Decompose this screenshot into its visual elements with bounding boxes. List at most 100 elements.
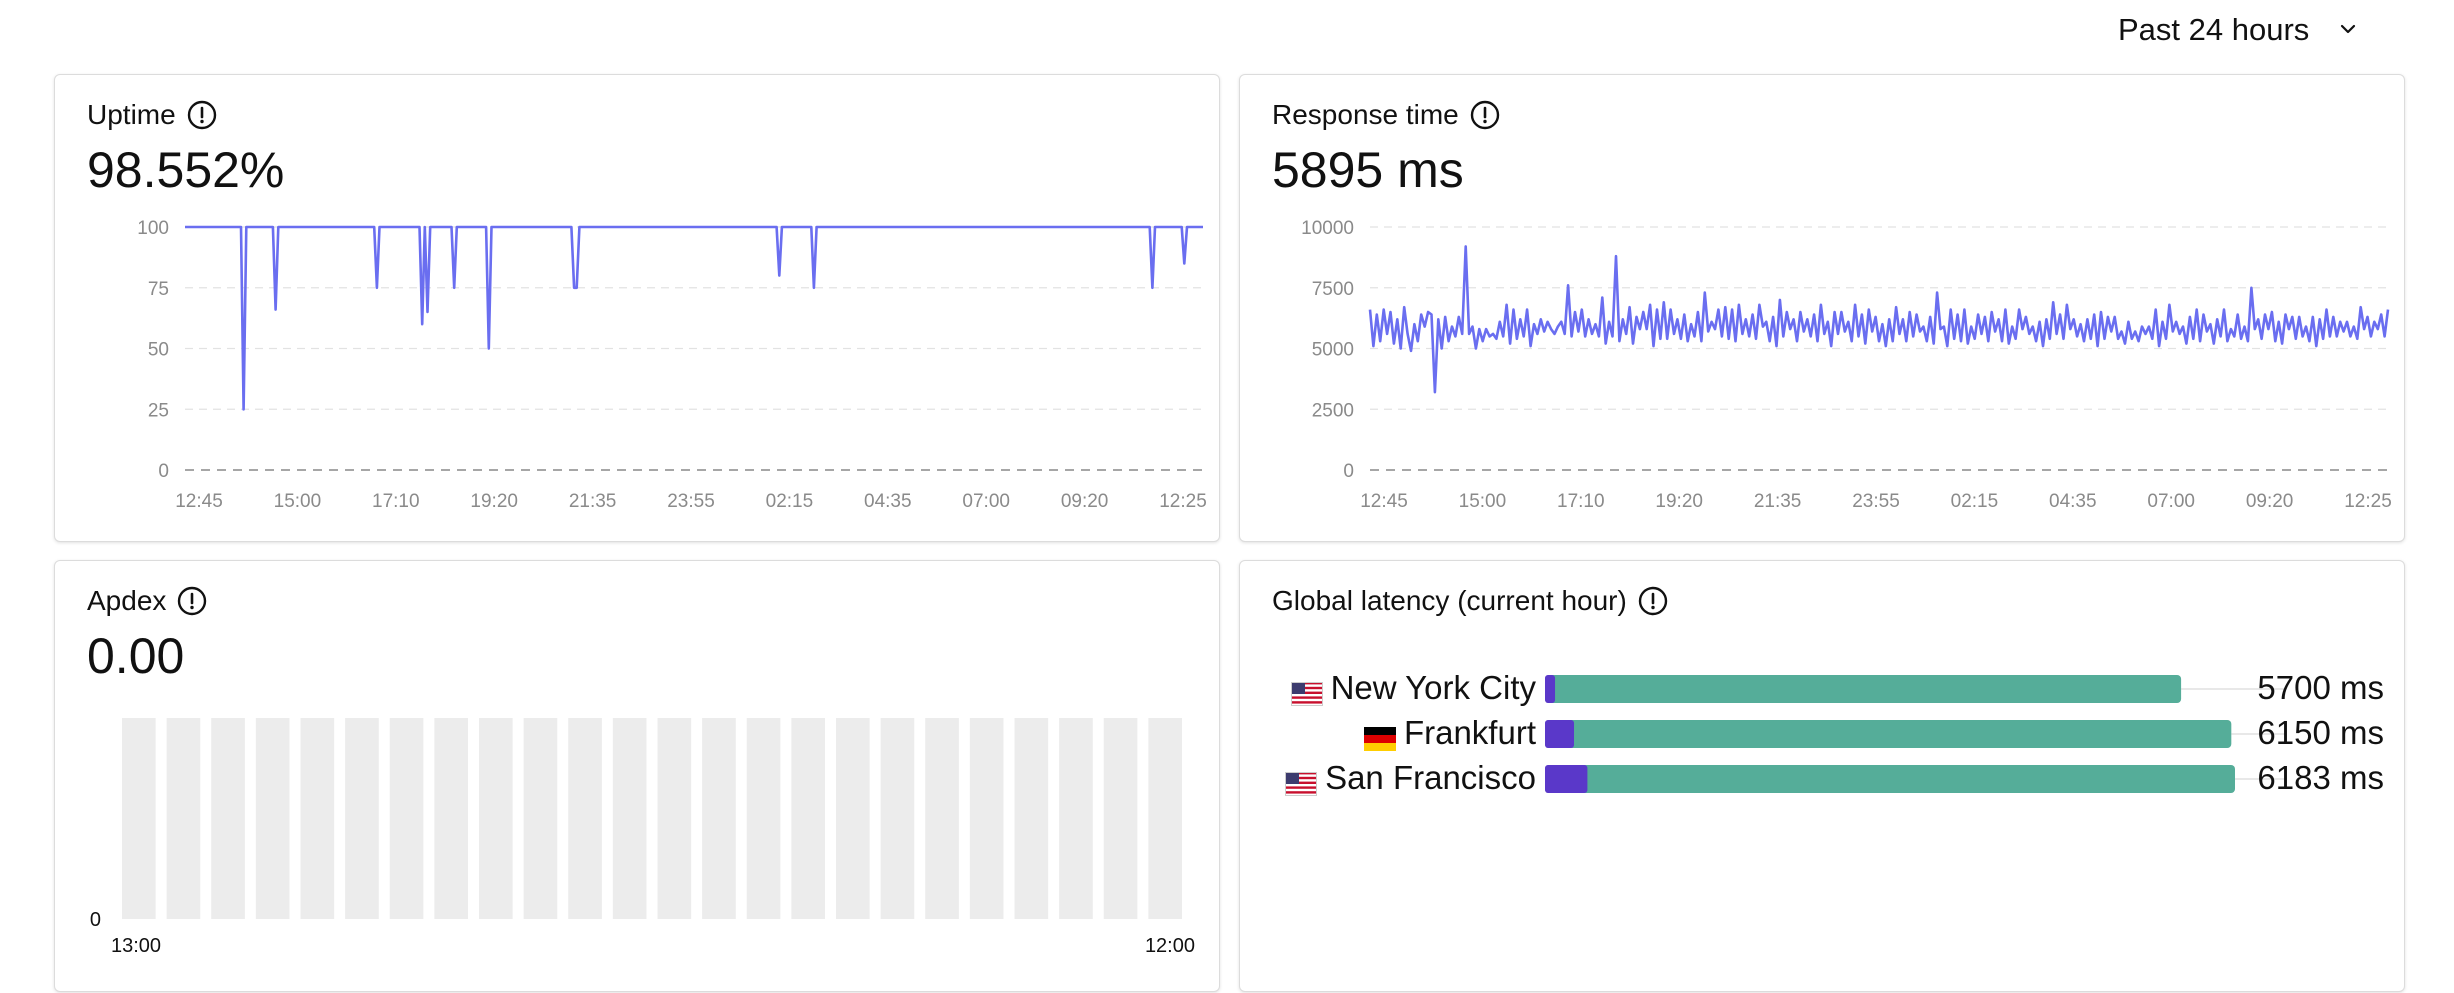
x-tick-label: 15:00 — [1459, 491, 1507, 512]
info-icon[interactable] — [1637, 585, 1669, 617]
latency-row: San Francisco 6183 ms — [1240, 759, 2406, 799]
x-tick-label: 17:10 — [1557, 491, 1605, 512]
apdex-bar — [479, 718, 513, 919]
latency-total-segment — [1545, 675, 2182, 703]
apdex-bar — [657, 718, 692, 919]
latency-row: Frankfurt 6150 ms — [1240, 714, 2406, 754]
x-tick-label: 02:15 — [1951, 491, 1999, 512]
latency-bar — [1545, 765, 2285, 793]
response-time-title-text: Response time — [1272, 99, 1459, 130]
latency-location: San Francisco — [1285, 759, 1536, 797]
apdex-bar — [702, 718, 736, 919]
uptime-title-text: Uptime — [87, 99, 176, 130]
apdex-bar — [389, 718, 424, 919]
response-time-card: Response time 5895 ms 10000 7500 5000 2500 0… — [1239, 74, 2405, 542]
apdex-bar — [345, 718, 379, 919]
latency-value: 6150 ms — [2257, 714, 2384, 751]
info-icon[interactable] — [186, 99, 218, 131]
x-tick-label: 23:55 — [1852, 491, 1900, 512]
city-name: Frankfurt — [1403, 714, 1536, 751]
latency-dns-segment — [1545, 765, 1588, 793]
apdex-bar — [1059, 718, 1093, 919]
x-tick-label: 19:20 — [470, 491, 518, 512]
uptime-value: 98.552% — [87, 142, 285, 198]
global-latency-title-text: Global latency (current hour) — [1272, 585, 1627, 616]
info-icon[interactable] — [176, 585, 208, 617]
us-flag-icon — [1290, 676, 1323, 706]
x-tick-label: 09:20 — [2246, 491, 2294, 512]
time-range-dropdown[interactable]: Past 24 hours — [2118, 12, 2359, 48]
x-tick-label: 12:25 — [2344, 491, 2392, 512]
latency-total-segment — [1545, 720, 2232, 748]
global-latency-card: Global latency (current hour) New York C… — [1239, 560, 2405, 992]
x-tick-label: 19:20 — [1655, 491, 1703, 512]
x-tick-label: 12:45 — [175, 491, 223, 512]
x-tick-label: 13:00 — [111, 935, 161, 957]
y-tick-label: 0 — [158, 461, 169, 482]
city-name: New York City — [1330, 669, 1536, 706]
y-tick-label: 0 — [1343, 461, 1354, 482]
x-tick-label: 21:35 — [569, 491, 617, 512]
global-latency-title: Global latency (current hour) — [1272, 585, 1669, 617]
apdex-bar — [612, 718, 647, 919]
y-tick-label: 2500 — [1312, 400, 1354, 421]
apdex-title-text: Apdex — [87, 585, 167, 616]
latency-value: 5700 ms — [2257, 669, 2384, 706]
uptime-chart: 100 75 50 25 0 12:45 15:00 17:10 19:20 21:35 23:55… — [137, 218, 1207, 512]
apdex-bar — [122, 718, 156, 919]
latency-location: New York City — [1290, 669, 1536, 707]
apdex-bar — [300, 718, 335, 919]
y-tick-label: 50 — [148, 340, 169, 361]
response-time-title: Response time — [1272, 99, 1501, 131]
x-tick-label: 12:45 — [1360, 491, 1408, 512]
apdex-bar — [1103, 718, 1138, 919]
apdex-bar — [1014, 718, 1049, 919]
x-tick-label: 21:35 — [1754, 491, 1802, 512]
x-tick-label: 07:00 — [2147, 491, 2195, 512]
latency-bar — [1545, 720, 2285, 748]
apdex-bar — [255, 718, 290, 919]
series-line — [185, 225, 1203, 411]
x-tick-label: 04:35 — [864, 491, 912, 512]
apdex-bar — [925, 718, 959, 919]
x-tick-label: 09:20 — [1061, 491, 1109, 512]
de-flag-icon — [1363, 721, 1396, 751]
latency-bar — [1545, 675, 2285, 703]
x-tick-label: 12:00 — [1145, 935, 1195, 957]
apdex-bar — [791, 718, 825, 919]
apdex-bar — [1148, 718, 1182, 919]
x-tick-label: 17:10 — [372, 491, 420, 512]
apdex-bar — [211, 718, 245, 919]
x-tick-label: 07:00 — [962, 491, 1010, 512]
x-tick-label: 12:25 — [1159, 491, 1207, 512]
response-time-value: 5895 ms — [1272, 142, 1464, 198]
uptime-card: Uptime 98.552% 100 75 50 25 0 12:45 15:00 17:10… — [54, 74, 1220, 542]
x-tick-label: 23:55 — [667, 491, 715, 512]
y-tick-label: 10000 — [1301, 218, 1354, 239]
latency-dns-segment — [1545, 675, 1556, 703]
x-tick-label: 04:35 — [2049, 491, 2097, 512]
x-tick-label: 02:15 — [766, 491, 814, 512]
us-flag-icon — [1285, 766, 1318, 796]
info-icon[interactable] — [1469, 99, 1501, 131]
apdex-bar — [836, 718, 870, 919]
apdex-title: Apdex — [87, 585, 208, 617]
y-tick-label: 25 — [148, 400, 169, 421]
latency-value: 6183 ms — [2257, 759, 2384, 796]
latency-row: New York City 5700 ms — [1240, 669, 2406, 709]
time-range-label: Past 24 hours — [2118, 12, 2310, 47]
apdex-bar — [969, 718, 1004, 919]
series-line — [1368, 245, 2390, 394]
y-tick-label: 75 — [148, 279, 169, 300]
y-tick-label: 100 — [137, 218, 169, 239]
apdex-chart: 0 13:00 12:00 — [90, 718, 1195, 957]
chevron-down-icon — [2337, 12, 2359, 48]
latency-location: Frankfurt — [1363, 714, 1536, 752]
y-tick-label: 0 — [90, 909, 101, 931]
apdex-bar — [523, 718, 558, 919]
apdex-card: Apdex 0.00 0 13:00 12:00 — [54, 560, 1220, 992]
apdex-bar — [880, 718, 915, 919]
latency-dns-segment — [1545, 720, 1575, 748]
uptime-title: Uptime — [87, 99, 218, 131]
apdex-bar — [434, 718, 468, 919]
